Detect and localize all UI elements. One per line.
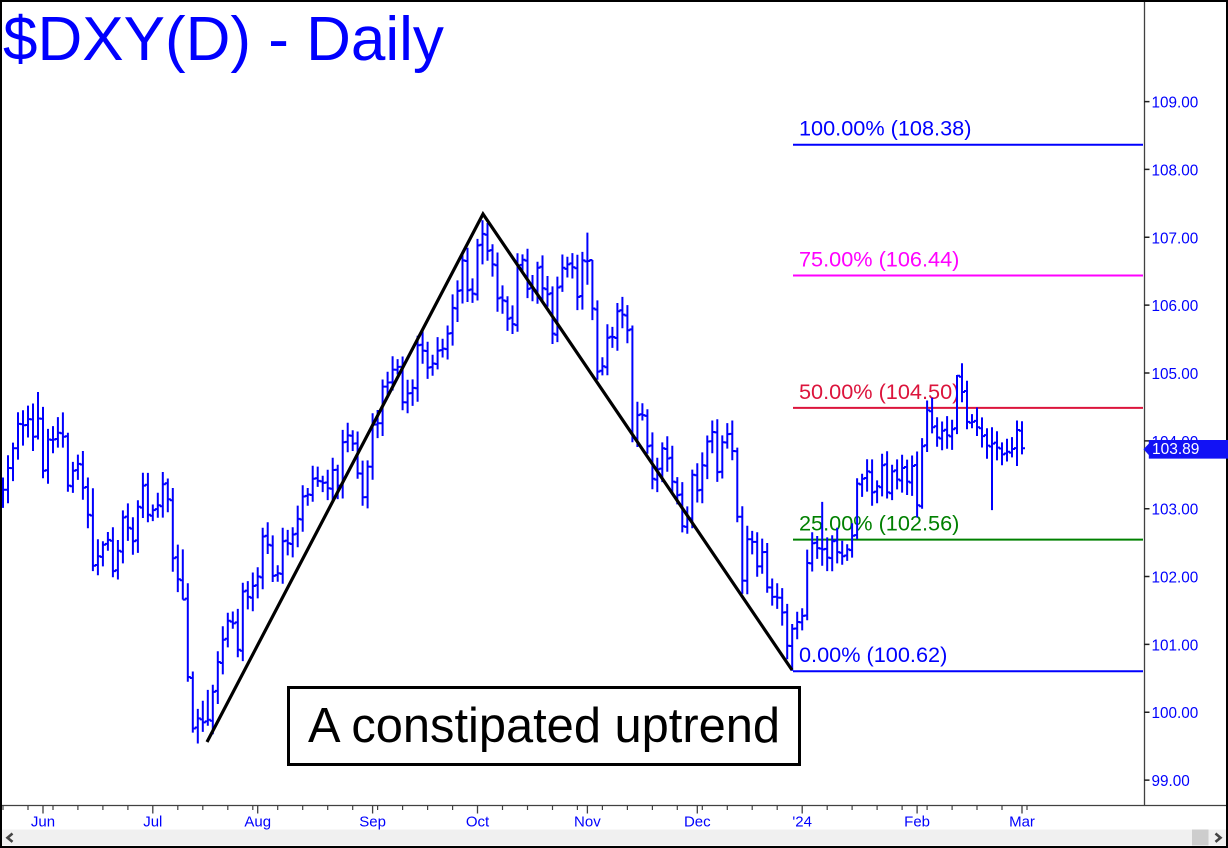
svg-text:Jun: Jun xyxy=(31,814,55,831)
svg-text:0.00% (100.62): 0.00% (100.62) xyxy=(799,642,947,667)
svg-text:A constipated uptrend: A constipated uptrend xyxy=(308,699,780,753)
svg-text:50.00% (104.50): 50.00% (104.50) xyxy=(799,379,959,404)
svg-text:'24: '24 xyxy=(792,814,812,831)
svg-text:Sep: Sep xyxy=(359,814,386,831)
svg-text:99.00: 99.00 xyxy=(1152,773,1190,790)
svg-text:101.00: 101.00 xyxy=(1152,637,1199,654)
svg-text:108.00: 108.00 xyxy=(1152,162,1199,179)
svg-text:Oct: Oct xyxy=(466,814,490,831)
svg-text:25.00% (102.56): 25.00% (102.56) xyxy=(799,511,959,536)
svg-text:107.00: 107.00 xyxy=(1152,230,1199,247)
svg-text:75.00% (106.44): 75.00% (106.44) xyxy=(799,247,959,272)
svg-text:Dec: Dec xyxy=(684,814,711,831)
svg-text:Feb: Feb xyxy=(904,814,930,831)
svg-text:Nov: Nov xyxy=(574,814,601,831)
svg-text:Mar: Mar xyxy=(1009,814,1035,831)
svg-text:102.00: 102.00 xyxy=(1152,570,1199,587)
svg-text:$DXY(D) - Daily: $DXY(D) - Daily xyxy=(3,5,444,74)
svg-text:100.00% (108.38): 100.00% (108.38) xyxy=(799,116,971,141)
svg-text:103.00: 103.00 xyxy=(1152,502,1199,519)
svg-text:106.00: 106.00 xyxy=(1152,298,1199,315)
svg-text:103.89: 103.89 xyxy=(1152,441,1199,458)
svg-text:100.00: 100.00 xyxy=(1152,705,1199,722)
svg-text:105.00: 105.00 xyxy=(1152,366,1199,383)
svg-text:Aug: Aug xyxy=(244,814,271,831)
svg-text:Jul: Jul xyxy=(143,814,162,831)
svg-text:109.00: 109.00 xyxy=(1152,95,1199,112)
